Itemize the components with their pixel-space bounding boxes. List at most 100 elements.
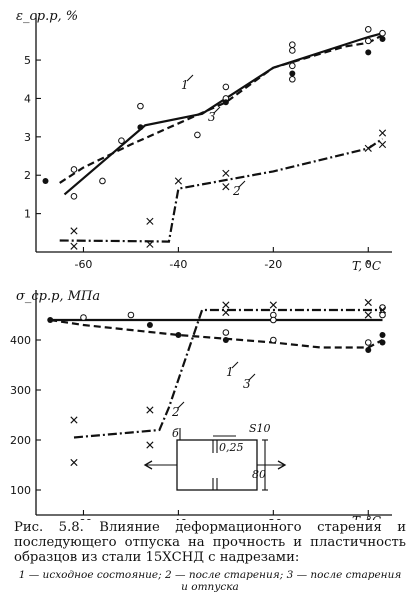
y-tick-label: 3 [24,131,31,144]
data-point-filled [365,49,372,56]
data-point-open [364,37,372,45]
data-point-open [137,102,144,110]
curve-label-leader [177,401,185,409]
series-line-1 [63,32,383,196]
x-tick-label: -40 [169,258,187,271]
data-point-cross [146,217,154,225]
caption-legend: 1 — исходное состояние; 2 — после старен… [18,569,402,593]
data-point-open [270,336,277,344]
data-point-cross [378,129,387,137]
data-point-open [127,311,135,319]
curve-label-leader [186,74,194,82]
curve-label: 2 [232,184,241,198]
curve-label: 2 [171,405,180,419]
x-tick-label: -40 [169,517,187,520]
data-point-cross [364,311,372,319]
data-point-filled [42,177,49,184]
curve-label: 1 [226,365,234,379]
data-point-cross [146,240,154,248]
data-point-cross [70,227,78,235]
data-point-open [194,131,201,139]
data-point-cross [364,144,372,152]
data-point-cross [146,441,154,449]
data-point-open [289,62,296,70]
x-axis-label: T, °C [352,259,381,273]
series-line-3 [59,34,384,184]
curve-label: 1 [181,78,189,92]
y-tick-label: 5 [24,54,31,67]
data-point-open [289,75,296,83]
data-point-cross [269,301,277,309]
data-point-open [364,339,372,346]
data-point-open [222,83,230,91]
x-tick-label: -60 [74,258,92,271]
data-point-open [70,166,78,173]
y-axis-label: ε_ср.р, % [16,9,78,24]
data-point-filled [379,35,386,42]
x-tick-label: 0 [365,258,372,271]
data-point-cross [70,416,78,424]
data-point-open [289,41,296,49]
data-point-cross [146,406,154,414]
chart-elongation: 1 2 3 4 5 -60 -40 -20 0 ε_ср.р, % T, °C 1 2 3 [16,9,392,273]
y-tick-label: 300 [10,384,31,397]
data-point-filled [289,70,296,77]
curve-label: 3 [208,110,216,124]
dim-label: 0,25 [219,441,244,454]
y-tick-label: 200 [10,434,31,447]
x-tick-label: -20 [264,258,282,271]
curve-label-leader [231,361,239,369]
arrow-head-right-icon [277,460,287,470]
data-point-open [80,314,87,321]
data-point-open [364,26,372,33]
x-tick-label: -20 [264,517,282,520]
chart-strength: 100 200 300 400 -60 -40 -20 0 σ_ср.р, МПа T, °C 1 2… [10,289,392,520]
y-tick-label: 100 [10,484,31,497]
data-point-cross [364,298,372,307]
data-point-filled [222,337,229,343]
figure: 1 2 3 4 5 -60 -40 -20 0 ε_ср.р, % T, °C 1 2 3 100 200 3… [10,9,392,520]
y-tick-label: 2 [24,169,31,182]
data-point-cross [222,301,230,309]
data-point-filled [365,347,372,353]
curve-label-leader [238,180,246,188]
data-point-open [222,329,230,336]
dim-label: 80 [252,468,266,481]
y-tick-label: 4 [24,92,31,105]
series-line-3 [50,318,384,349]
data-point-cross [222,169,230,177]
series-line-2 [59,137,384,243]
data-point-cross [70,458,78,467]
series-line-2 [73,308,383,439]
data-point-filled [379,339,386,346]
data-point-filled [137,124,144,131]
figure-caption: Рис. 5.8. Влияние деформационного старен… [14,520,406,593]
curve-label-leader [213,106,221,114]
caption-text: Рис. 5.8. Влияние деформационного старен… [14,520,406,565]
y-axis-label: σ_ср.р, МПа [16,289,100,304]
data-point-filled [379,332,386,338]
dim-label: б [172,427,179,440]
data-point-open [99,177,106,185]
data-point-filled [47,317,54,323]
data-point-open [289,47,296,54]
data-point-cross [70,242,78,250]
data-point-filled [146,322,153,328]
curve-label-leader [248,373,256,381]
y-tick-label: 400 [10,334,31,347]
data-point-open [379,29,386,37]
data-point-open [379,311,386,319]
data-point-open [70,193,78,200]
data-point-filled [222,99,229,106]
x-tick-label: 0 [365,517,372,520]
y-tick-label: 1 [24,208,31,221]
data-point-open [118,137,125,144]
data-point-cross [378,140,387,149]
arrow-head-left-icon [143,460,153,470]
data-point-cross [222,183,230,191]
curve-label: 3 [243,377,251,391]
data-point-cross [174,177,182,185]
x-tick-label: -60 [74,517,92,520]
dim-label: S10 [249,422,271,435]
data-point-cross [222,308,230,317]
